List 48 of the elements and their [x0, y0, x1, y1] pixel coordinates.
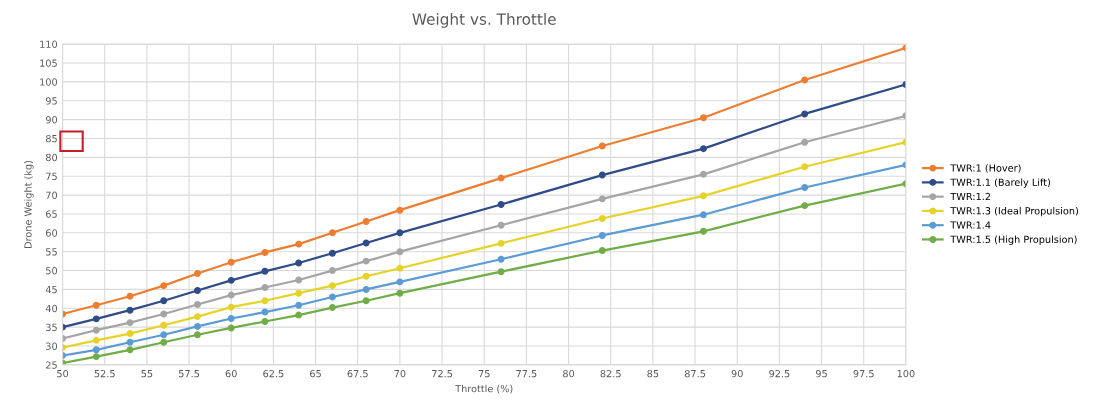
x-tick-label: 87.5 [684, 369, 706, 378]
legend-label: TWR:1.1 (Barely Lift) [950, 178, 1050, 188]
legend-label: TWR:1.3 (Ideal Propulsion) [950, 206, 1078, 217]
x-axis-title: Throttle (%) [455, 384, 513, 394]
y-tick-label: 60 [46, 229, 58, 237]
x-tick-label: 67.5 [347, 369, 368, 378]
x-tick-label: 65 [310, 369, 321, 378]
legend-label: TWR:1.5 (High Propulsion) [950, 235, 1077, 245]
x-tick-label: 77.5 [516, 370, 537, 378]
x-tick-label: 80 [563, 369, 575, 378]
y-tick-label: 105 [40, 59, 57, 67]
x-tick-label: 90 [731, 369, 743, 378]
x-tick-label: 72.5 [432, 369, 453, 378]
x-tick-label: 50 [57, 369, 69, 378]
x-tick-label: 52.5 [94, 369, 115, 378]
y-tick-label: 65 [46, 210, 57, 218]
x-tick-label: 85 [647, 369, 659, 378]
legend-label: TWR:1.2 [950, 192, 991, 201]
x-tick-label: 57.5 [178, 370, 200, 378]
chart-title: Weight vs. Throttle [412, 13, 556, 28]
y-tick-label: 75 [46, 172, 57, 181]
x-tick-label: 62.5 [263, 369, 284, 378]
x-tick-label: 70 [394, 369, 406, 378]
y-tick-label: 35 [46, 323, 57, 331]
y-tick-label: 70 [46, 191, 58, 199]
legend-label: TWR:1 (Hover) [950, 164, 1021, 173]
y-tick-label: 45 [45, 286, 57, 294]
y-tick-label: 95 [45, 97, 57, 105]
y-tick-label: 50 [46, 267, 58, 275]
x-tick-label: 95 [815, 369, 827, 378]
y-tick-label: 85 [45, 134, 57, 143]
x-tick-label: 92.5 [769, 369, 790, 378]
x-tick-label: 82.5 [600, 369, 621, 378]
y-tick-label: 90 [45, 116, 58, 124]
y-tick-label: 55 [46, 248, 57, 256]
y-axis-title: Drone Weight (kg) [24, 160, 34, 248]
x-tick-label: 100 [897, 369, 915, 378]
y-tick-label: 80 [45, 153, 58, 162]
x-tick-label: 75 [478, 370, 490, 378]
x-tick-label: 97.5 [853, 369, 874, 378]
y-tick-label: 110 [40, 40, 58, 48]
x-tick-label: 55 [141, 370, 153, 378]
x-tick-label: 60 [225, 369, 237, 378]
legend-label: TWR:1.4 [950, 221, 991, 229]
y-tick-label: 100 [40, 78, 58, 86]
y-tick-label: 40 [45, 304, 58, 313]
y-tick-label: 30 [46, 342, 58, 350]
y-tick-label: 25 [46, 361, 57, 369]
